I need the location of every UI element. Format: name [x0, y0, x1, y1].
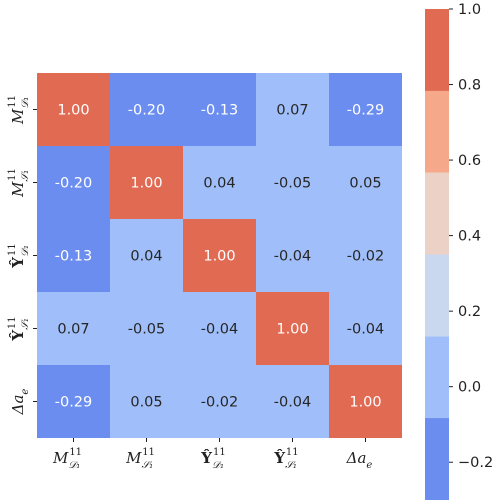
heatmap-cell: [256, 292, 329, 365]
heatmap-cell: [110, 73, 183, 146]
heatmap-cell: [256, 73, 329, 146]
cell-value-label: 0.07: [57, 322, 89, 338]
heatmap-cell: [183, 292, 256, 365]
cell-value-label: 0.04: [130, 249, 162, 265]
y-axis-ticks: M𝒟₁11 M𝒮₁11 Ŷ𝒟₁11 Ŷ𝒮₁11 Δae: [7, 95, 37, 415]
y-tick-label: Ŷ𝒟₁11: [7, 243, 31, 268]
y-tick-label-group: Ŷ𝒮₁11: [7, 316, 31, 341]
y-tick-label-group: M𝒮₁11: [7, 168, 31, 198]
cell-value-label: 1.00: [276, 322, 308, 338]
cell-value-label: -0.05: [128, 322, 166, 338]
heatmap-cell: [110, 219, 183, 292]
heatmap-cell: [37, 219, 110, 292]
cell-value-label: -0.20: [128, 103, 166, 119]
heatmap-cell: [110, 365, 183, 438]
y-tick-label: Ŷ𝒮₁11: [7, 316, 31, 341]
cell-value-label: 0.05: [130, 395, 162, 411]
cell-value-label: 1.00: [57, 103, 89, 119]
heatmap-cell: [329, 365, 402, 438]
x-tick-label: M𝒟₁11: [52, 447, 82, 471]
cell-value-label: 0.05: [349, 176, 381, 192]
colorbar-tick-label: 0.4: [458, 229, 481, 245]
cell-value-label: -0.04: [274, 395, 312, 411]
heatmap-cell: [37, 146, 110, 219]
colorbar-band: [425, 254, 449, 337]
heatmap-cell: [256, 219, 329, 292]
colorbar-band: [425, 418, 449, 500]
colorbar-band: [425, 90, 449, 173]
heatmap-cell: [329, 219, 402, 292]
cell-value-label: -0.02: [347, 249, 385, 265]
colorbar-band: [425, 336, 449, 419]
colorbar-tick-label: 1.0: [458, 2, 481, 18]
heatmap-cells: 1.00 -0.20 -0.13 0.07 -0.29 -0.20 1.00 0.04 -0.0…: [37, 73, 402, 438]
y-tick-label: M𝒟₁11: [7, 95, 31, 125]
heatmap-cell: [256, 146, 329, 219]
x-tick-label: Δae: [346, 449, 373, 471]
heatmap-cell: [329, 146, 402, 219]
colorbar-band: [425, 172, 449, 255]
colorbar-tick-label: 0.8: [458, 78, 481, 94]
y-tick-label-group: Ŷ𝒟₁11: [7, 243, 31, 268]
cell-value-label: -0.29: [347, 103, 385, 119]
y-tick-label-group: Δae: [9, 389, 31, 416]
cell-value-label: -0.05: [274, 176, 312, 192]
heatmap-cell: [110, 292, 183, 365]
x-tick-label: Ŷ𝒟₁11: [200, 447, 225, 471]
heatmap-cell: [329, 73, 402, 146]
cell-value-label: 1.00: [349, 395, 381, 411]
x-axis-ticks: M𝒟₁11 M𝒮₁11 Ŷ𝒟₁11 Ŷ𝒮₁11 Δae: [52, 438, 372, 471]
cell-value-label: -0.04: [347, 322, 385, 338]
x-tick-label: Ŷ𝒮₁11: [273, 447, 298, 471]
y-tick-label-group: M𝒟₁11: [7, 95, 31, 125]
cell-value-label: -0.02: [201, 395, 239, 411]
heatmap-cell: [183, 146, 256, 219]
cell-value-label: 1.00: [203, 249, 235, 265]
cell-value-label: 0.04: [203, 176, 235, 192]
heatmap-cell: [110, 146, 183, 219]
colorbar-tick-label: 0.2: [458, 304, 481, 320]
cell-value-label: -0.04: [201, 322, 239, 338]
heatmap-cell: [329, 292, 402, 365]
cell-value-label: -0.29: [55, 395, 93, 411]
y-tick-label: Δae: [9, 389, 31, 416]
colorbar-tick-label: −0.2: [458, 455, 493, 471]
cell-value-label: 0.07: [276, 103, 308, 119]
cell-value-label: -0.20: [55, 176, 93, 192]
cell-value-label: -0.13: [55, 249, 93, 265]
colorbar-tick-label: 0.0: [458, 380, 481, 396]
x-tick-label: M𝒮₁11: [125, 447, 155, 471]
y-tick-label: M𝒮₁11: [7, 168, 31, 198]
heatmap-cell: [37, 73, 110, 146]
cell-value-label: 1.00: [130, 176, 162, 192]
cell-value-label: -0.04: [274, 249, 312, 265]
cell-value-label: -0.13: [201, 103, 239, 119]
heatmap-cell: [183, 73, 256, 146]
heatmap-cell: [37, 365, 110, 438]
heatmap-cell: [183, 365, 256, 438]
colorbar: 1.0 0.8 0.6 0.4 0.2 0.0 −0.2: [425, 2, 493, 500]
colorbar-tick-label: 0.6: [458, 153, 481, 169]
heatmap-cell: [37, 292, 110, 365]
colorbar-band: [425, 9, 449, 91]
heatmap-cell: [256, 365, 329, 438]
heatmap-cell: [183, 219, 256, 292]
